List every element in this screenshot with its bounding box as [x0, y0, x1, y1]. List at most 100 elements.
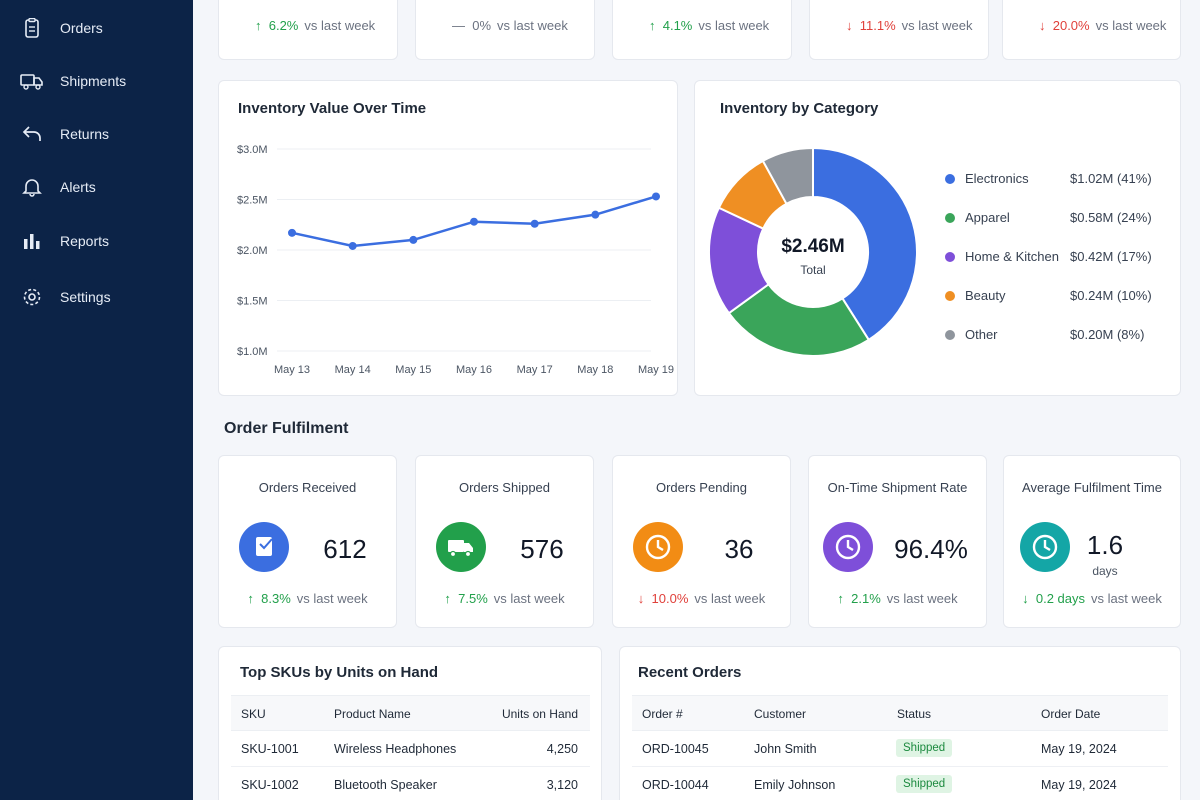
sidebar-item-label: Orders — [60, 20, 103, 36]
sidebar-item-label: Returns — [60, 126, 110, 142]
donut-total-value: $2.46M — [781, 236, 845, 257]
section-title: Order Fulfilment — [224, 420, 349, 437]
table-header: SKU Product Name Units on Hand — [231, 695, 590, 731]
cell-customer: John Smith — [754, 742, 817, 756]
data-point — [348, 241, 357, 250]
kpi-card-partial: ↓ 11.1% vs last week — [809, 0, 989, 60]
table-row[interactable]: ORD-10044 Emily Johnson Shipped May 19, … — [632, 767, 1168, 800]
data-point — [530, 219, 539, 228]
card-title: Top SKUs by Units on Hand — [240, 664, 439, 681]
legend-item: Electronics $1.02M (41%) — [945, 169, 1175, 189]
inventory-value-card: Inventory Value Over Time $1.0M $1.5M $2.0… — [218, 80, 678, 396]
y-tick-label: $2.0M — [237, 245, 268, 257]
legend-dot — [945, 252, 955, 262]
column-header: Status — [897, 707, 932, 721]
recent-orders-card: Recent Orders Order # Customer Status Or… — [619, 646, 1181, 800]
kpi-orders-pending: Orders Pending 36 ↓ 10.0% vs last week — [612, 455, 791, 628]
x-tick-label: May 13 — [274, 364, 310, 376]
kpi-card-partial: ↑ 6.2% vs last week — [218, 0, 398, 60]
inventory-value-chart: $1.0M $1.5M $2.0M $2.5M $3.0M May 13 May 14 May… — [237, 144, 674, 376]
cell-sku: SKU-1002 — [241, 778, 299, 792]
y-tick-label: $3.0M — [237, 144, 268, 156]
kpi-value: 1.6 — [1086, 530, 1124, 560]
x-tick-label: May 15 — [395, 364, 431, 376]
kpi-card-partial: ↑ 4.1% vs last week — [612, 0, 792, 60]
column-header: SKU — [241, 707, 266, 721]
sidebar-item-orders[interactable]: Orders — [0, 10, 193, 46]
kpi-orders-received: Orders Received 612 ↑ 8.3% vs last week — [218, 455, 397, 628]
cell-units: 3,120 — [546, 778, 578, 792]
kpi-delta: — 0% vs last week — [452, 18, 568, 33]
column-header: Customer — [754, 707, 807, 721]
x-tick-label: May 14 — [335, 364, 371, 376]
table-row[interactable]: ORD-10045 John Smith Shipped May 19, 202… — [632, 731, 1168, 767]
kpi-card-partial: ↓ 20.0% vs last week — [1002, 0, 1181, 60]
kpi-title: Orders Shipped — [458, 480, 551, 495]
legend-dot — [945, 330, 955, 340]
donut-slice — [812, 146, 918, 342]
card-title: Recent Orders — [638, 664, 742, 681]
kpi-delta: ↓ 11.1% vs last week — [846, 18, 973, 33]
x-tick-label: May 16 — [456, 364, 492, 376]
cell-order-number: ORD-10045 — [642, 742, 709, 756]
truck-icon — [20, 71, 44, 91]
kpi-delta: ↑ 2.1% vs last week — [837, 591, 958, 606]
table-row[interactable]: SKU-1002 Bluetooth Speaker 3,120 — [231, 767, 590, 800]
kpi-avg-fulfilment-time: Average Fulfilment Time 1.6 days ↓ 0.2 d… — [1003, 455, 1181, 628]
kpi-card-partial: — 0% vs last week — [415, 0, 595, 60]
table-row[interactable]: SKU-1001 Wireless Headphones 4,250 — [231, 731, 590, 767]
sidebar-item-returns[interactable]: Returns — [0, 116, 193, 152]
sidebar-item-reports[interactable]: Reports — [0, 223, 193, 259]
kpi-delta: ↑ 4.1% vs last week — [649, 18, 770, 33]
y-tick-label: $2.5M — [237, 195, 268, 207]
data-point — [591, 210, 600, 219]
legend-item: Home & Kitchen $0.42M (17%) — [945, 247, 1175, 267]
card-title: Inventory Value Over Time — [238, 100, 427, 117]
data-point — [470, 217, 478, 226]
sidebar: Orders Shipments Returns Alerts Reports … — [0, 0, 193, 800]
sidebar-item-alerts[interactable]: Alerts — [0, 169, 193, 205]
legend-item: Other $0.20M (8%) — [945, 325, 1175, 345]
bell-icon — [20, 177, 44, 197]
card-title: Inventory by Category — [720, 100, 879, 117]
legend-item: Apparel $0.58M (24%) — [945, 208, 1175, 228]
clock-icon — [1020, 522, 1070, 572]
clipboard-icon — [239, 522, 289, 572]
kpi-value: 612 — [323, 534, 367, 564]
cell-customer: Emily Johnson — [754, 778, 836, 792]
kpi-delta: ↑ 8.3% vs last week — [247, 591, 368, 606]
inventory-category-donut — [708, 146, 918, 357]
kpi-title: On-Time Shipment Rate — [827, 480, 968, 495]
x-tick-label: May 18 — [577, 364, 613, 376]
cell-units: 4,250 — [546, 742, 578, 756]
legend-dot — [945, 291, 955, 301]
column-header: Order Date — [1041, 707, 1101, 721]
kpi-title: Orders Received — [258, 480, 357, 495]
donut-slice — [727, 282, 871, 357]
y-tick-label: $1.5M — [237, 296, 268, 308]
y-tick-label: $1.0M — [237, 346, 268, 358]
table-header: Order # Customer Status Order Date — [632, 695, 1168, 731]
clock-icon — [823, 522, 873, 572]
data-point — [652, 192, 660, 201]
column-header: Units on Hand — [501, 707, 578, 721]
donut-slice — [761, 146, 814, 206]
cell-order-date: May 19, 2024 — [1041, 778, 1117, 792]
kpi-value: 96.4% — [894, 534, 968, 564]
kpi-delta: ↑ 7.5% vs last week — [444, 591, 565, 606]
sidebar-item-shipments[interactable]: Shipments — [0, 63, 193, 99]
inventory-category-card: Inventory by Category $2.46M Total Elect… — [694, 80, 1181, 396]
kpi-unit: days — [1092, 564, 1118, 578]
column-header: Order # — [642, 707, 683, 721]
legend-dot — [945, 174, 955, 184]
data-point — [409, 235, 418, 244]
bar-chart-icon — [20, 231, 44, 251]
gear-icon — [20, 287, 44, 307]
top-skus-card: Top SKUs by Units on Hand SKU Product Na… — [218, 646, 602, 800]
sidebar-item-settings[interactable]: Settings — [0, 279, 193, 315]
legend-dot — [945, 213, 955, 223]
kpi-orders-shipped: Orders Shipped 576 ↑ 7.5% vs last week — [415, 455, 594, 628]
kpi-value: 576 — [520, 534, 564, 564]
kpi-delta: ↓ 0.2 days vs last week — [1022, 591, 1162, 606]
cell-sku: SKU-1001 — [241, 742, 299, 756]
